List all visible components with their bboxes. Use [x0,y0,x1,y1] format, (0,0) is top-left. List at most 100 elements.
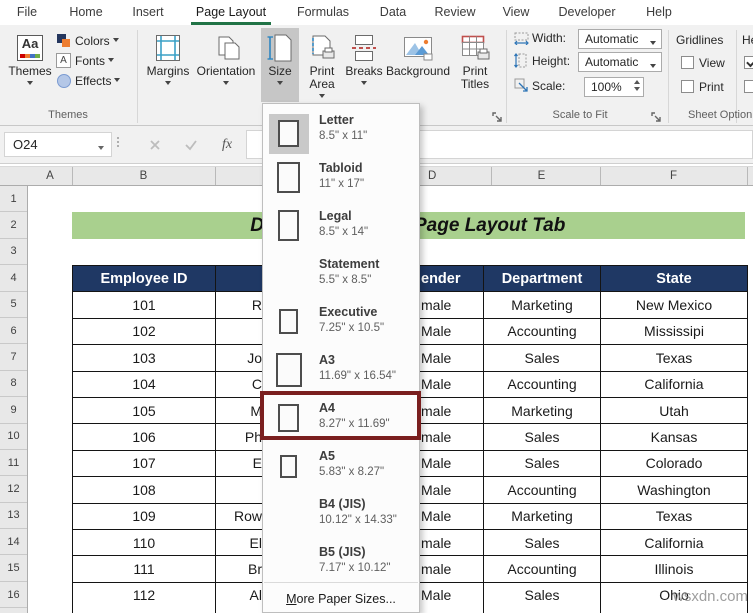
row-header[interactable]: 11 [0,450,27,477]
cell-department[interactable]: Accounting [484,318,601,346]
cell-department[interactable]: Marketing [484,292,601,319]
cell-state[interactable]: Texas [601,345,748,372]
width-select[interactable]: Automatic [578,29,662,49]
table-header-employee-id[interactable]: Employee ID [73,266,216,293]
gridlines-view-checkbox[interactable] [681,56,694,69]
column-header-e[interactable]: E [483,167,601,185]
cell-department[interactable]: Accounting [484,556,601,583]
cell-state[interactable]: Kansas [601,424,748,451]
column-header-d[interactable]: D [420,167,492,185]
tab-home[interactable]: Home [69,5,103,19]
column-header-b[interactable]: B [72,167,216,185]
scale-to-fit-dialog-launcher-icon[interactable] [651,112,662,123]
cell-department[interactable]: Marketing [484,503,601,530]
print-titles-button[interactable]: Print Titles [452,28,498,102]
cell-employee-id[interactable]: 101 [73,292,216,319]
cell-state[interactable]: Utah [601,397,748,425]
menu-item-legal[interactable]: Legal 8.5" x 14" [263,205,419,253]
row-header[interactable]: 9 [0,397,27,424]
cell-employee-id[interactable]: 104 [73,371,216,398]
cell-department[interactable]: Sales [484,424,601,451]
column-header-a[interactable]: A [28,167,73,185]
row-header[interactable]: 7 [0,344,27,371]
cell-state[interactable]: Mississipi [601,318,748,346]
row-header[interactable]: 16 [0,582,27,609]
height-select[interactable]: Automatic [578,52,662,72]
page-setup-dialog-launcher-icon[interactable] [492,112,503,123]
tab-insert[interactable]: Insert [132,5,164,19]
menu-item-tabloid[interactable]: Tabloid 11" x 17" [263,157,419,205]
headings-view-checkbox[interactable] [744,56,753,69]
tab-file[interactable]: File [16,5,38,19]
fonts-button[interactable]: A Fonts [56,52,115,69]
formula-bar-handle[interactable] [117,137,119,147]
cell-department[interactable]: Accounting [484,371,601,398]
cell-state[interactable]: New Mexico [601,292,748,319]
menu-item-b4-jis[interactable]: B4 (JIS) 10.12" x 14.33" [263,493,419,541]
enter-button[interactable] [178,132,204,157]
table-header-department[interactable]: Department [484,266,601,293]
menu-item-letter[interactable]: Letter 8.5" x 11" [263,109,419,157]
row-header[interactable]: 8 [0,371,27,398]
menu-item-statement[interactable]: Statement 5.5" x 8.5" [263,253,419,301]
cell-state[interactable]: California [601,529,748,557]
cell-state[interactable]: Illinois [601,556,748,583]
more-paper-sizes-item[interactable]: More Paper Sizes... [286,592,396,606]
orientation-button[interactable]: Orientation [194,28,258,102]
tab-page-layout[interactable]: Page Layout [195,5,267,19]
row-header[interactable]: 13 [0,503,27,530]
row-header[interactable]: 12 [0,476,27,503]
size-button[interactable]: Size [261,28,299,102]
name-box[interactable]: O24 [4,132,112,157]
cell-employee-id[interactable]: 103 [73,345,216,372]
cell-department[interactable]: Sales [484,582,601,610]
margins-button[interactable]: Margins [144,28,192,102]
row-header[interactable]: 3 [0,239,27,266]
cell-state[interactable]: Texas [601,503,748,530]
cell-department[interactable]: Sales [484,450,601,478]
spinner-arrows-icon[interactable] [634,80,640,91]
row-header[interactable]: 5 [0,292,27,318]
cell-employee-id[interactable]: 107 [73,450,216,478]
row-header[interactable]: 14 [0,529,27,556]
tab-review[interactable]: Review [434,5,476,19]
row-header[interactable]: 10 [0,424,27,450]
row-header[interactable]: 2 [0,212,27,239]
effects-button[interactable]: Effects [56,72,121,89]
table-header-state[interactable]: State [601,266,748,293]
insert-function-button[interactable]: fx [214,132,240,157]
colors-button[interactable]: Colors [56,32,119,49]
cell-employee-id[interactable]: 102 [73,318,216,346]
menu-item-executive[interactable]: Executive 7.25" x 10.5" [263,301,419,349]
row-header[interactable]: 1 [0,186,27,213]
tab-developer[interactable]: Developer [558,5,616,19]
cell-state[interactable]: Washington [601,477,748,504]
tab-help[interactable]: Help [646,5,672,19]
column-header-f[interactable]: F [600,167,748,185]
tab-data[interactable]: Data [379,5,407,19]
cell-department[interactable]: Sales [484,529,601,557]
tab-formulas[interactable]: Formulas [296,5,350,19]
cell-state[interactable]: California [601,371,748,398]
menu-item-a3[interactable]: A3 11.69" x 16.54" [263,349,419,397]
themes-button[interactable]: Aa Themes [8,28,52,102]
scale-spinner[interactable]: 100% [584,77,644,97]
cell-department[interactable]: Sales [484,345,601,372]
cell-employee-id[interactable]: 105 [73,397,216,425]
column-header-g-partial[interactable] [747,167,753,185]
cell-employee-id[interactable]: 106 [73,424,216,451]
breaks-button[interactable]: Breaks [345,28,383,102]
tab-view[interactable]: View [502,5,530,19]
cell-employee-id[interactable]: 108 [73,477,216,504]
cell-state[interactable]: Ohio [601,582,748,610]
print-area-button[interactable]: Print Area [301,28,343,102]
cell-department[interactable]: Accounting [484,477,601,504]
cell-employee-id[interactable]: 112 [73,582,216,610]
cell-employee-id[interactable]: 111 [73,556,216,583]
row-header[interactable]: 4 [0,265,27,292]
headings-print-checkbox[interactable] [744,80,753,93]
menu-item-b5-jis[interactable]: B5 (JIS) 7.17" x 10.12" [263,541,419,589]
cancel-button[interactable] [142,132,168,157]
cell-employee-id[interactable]: 109 [73,503,216,530]
background-button[interactable]: Background [386,28,450,102]
